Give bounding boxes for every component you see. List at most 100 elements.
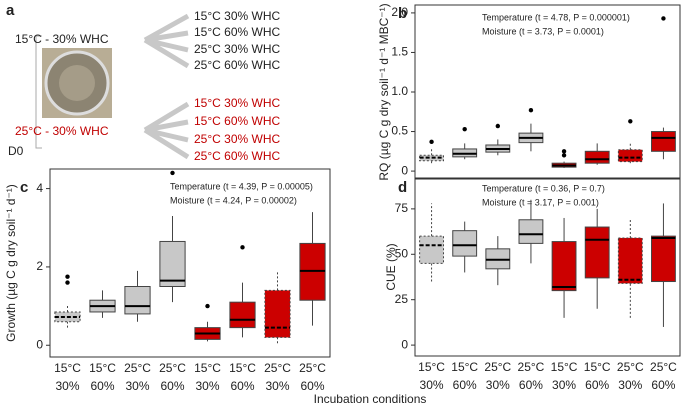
target-label: 15°C 30% WHC bbox=[194, 96, 280, 110]
outlier bbox=[170, 170, 175, 176]
box bbox=[551, 241, 577, 292]
panel-label: b bbox=[398, 5, 407, 22]
x-tick-label: 15°C bbox=[194, 361, 221, 375]
arrow-group bbox=[143, 13, 190, 69]
outlier bbox=[462, 126, 467, 132]
arrows bbox=[143, 13, 190, 160]
target-label: 15°C 30% WHC bbox=[194, 9, 280, 23]
x-tick-label: 25°C bbox=[264, 361, 291, 375]
outlier bbox=[240, 245, 245, 250]
y-tick-label: 75 bbox=[395, 201, 409, 215]
box bbox=[229, 301, 256, 329]
x-tick-label: 30% bbox=[125, 379, 149, 393]
x-tick-label: 30% bbox=[552, 378, 576, 392]
x-axis-label: Incubation conditions bbox=[314, 392, 427, 406]
box bbox=[651, 131, 676, 152]
box bbox=[584, 226, 610, 279]
box bbox=[518, 219, 544, 244]
outlier bbox=[429, 139, 434, 145]
x-tick-label: 15°C bbox=[229, 361, 256, 375]
outlier bbox=[65, 274, 70, 279]
y-tick-label: 0 bbox=[401, 163, 408, 177]
y-axis-label: Growth (µg C g dry soil⁻¹ d⁻¹) bbox=[4, 184, 18, 342]
outlier bbox=[561, 149, 567, 154]
x-tick-label: 60% bbox=[300, 379, 324, 393]
x-tick-label: 30% bbox=[195, 379, 219, 393]
annotation: Temperature (t = 0.36, P = 0.7) bbox=[482, 183, 605, 193]
x-tick-label: 60% bbox=[585, 378, 609, 392]
x-tick-label: 60% bbox=[453, 378, 477, 392]
x-tick-label: 25°C bbox=[650, 360, 677, 374]
box bbox=[452, 230, 478, 257]
x-tick-label: 15°C bbox=[89, 361, 116, 375]
target-label: 25°C 30% WHC bbox=[194, 42, 280, 56]
target-label: 25°C 60% WHC bbox=[194, 58, 280, 72]
target-label: 25°C 60% WHC bbox=[194, 149, 280, 163]
outlier bbox=[561, 153, 567, 158]
x-tick-label: 25°C bbox=[159, 361, 186, 375]
box bbox=[159, 240, 186, 287]
x-tick-label: 60% bbox=[230, 379, 254, 393]
outlier bbox=[205, 303, 210, 309]
box bbox=[584, 150, 610, 164]
box bbox=[651, 235, 676, 283]
outlier bbox=[65, 280, 70, 285]
outlier bbox=[628, 119, 633, 124]
y-tick-label: 0 bbox=[36, 337, 43, 351]
x-tick-label: 15°C bbox=[451, 360, 478, 374]
x-tick-label: 60% bbox=[519, 378, 543, 392]
panel-label: d bbox=[398, 179, 407, 196]
x-tick-label: 60% bbox=[651, 378, 675, 392]
box bbox=[617, 237, 643, 284]
x-tick-label: 15°C bbox=[418, 360, 445, 374]
target-label: 15°C 60% WHC bbox=[194, 114, 280, 128]
x-tick-label: 25°C bbox=[484, 360, 511, 374]
outlier bbox=[495, 123, 501, 129]
y-axis-label: CUE (%) bbox=[384, 243, 398, 290]
y-tick-label: 4 bbox=[36, 181, 43, 195]
x-tick-label: 15°C bbox=[584, 360, 611, 374]
bracket bbox=[35, 35, 42, 149]
plot-frame bbox=[49, 168, 331, 358]
start-label: D0 bbox=[8, 144, 24, 158]
x-tick-label: 25°C bbox=[617, 360, 644, 374]
outlier bbox=[661, 16, 666, 21]
box bbox=[617, 149, 643, 163]
y-tick-label: 0 bbox=[401, 337, 408, 351]
x-tick-label: 30% bbox=[486, 378, 510, 392]
annotation: Temperature (t = 4.39, P = 0.00005) bbox=[170, 181, 313, 191]
y-tick-label: 2.0 bbox=[391, 5, 408, 19]
x-tick-label: 30% bbox=[55, 379, 79, 393]
plot-frame bbox=[414, 177, 681, 357]
x-tick-label: 60% bbox=[160, 379, 184, 393]
y-tick-label: 2 bbox=[36, 259, 43, 273]
y-tick-label: 1.0 bbox=[391, 84, 408, 98]
y-tick-label: 50 bbox=[395, 246, 409, 260]
x-tick-label: 15°C bbox=[54, 361, 81, 375]
x-tick-label: 30% bbox=[420, 378, 444, 392]
arrow-group bbox=[143, 101, 190, 160]
y-tick-label: 0.5 bbox=[391, 124, 408, 138]
y-axis-label: RQ (µg C g dry soil⁻¹ d⁻¹ MBC⁻¹) bbox=[377, 3, 391, 180]
target-label: 25°C 30% WHC bbox=[194, 132, 280, 146]
box bbox=[419, 235, 444, 264]
target-label: 15°C 60% WHC bbox=[194, 25, 280, 39]
box bbox=[264, 289, 291, 338]
y-tick-label: 1.5 bbox=[391, 45, 408, 59]
annotation: Moisture (t = 3.73, P = 0.0001) bbox=[482, 26, 604, 36]
source-label: 25°C - 30% WHC bbox=[15, 124, 109, 138]
annotation: Moisture (t = 3.17, P = 0.001) bbox=[482, 197, 599, 207]
x-tick-label: 25°C bbox=[299, 361, 326, 375]
panel-label: c bbox=[20, 179, 28, 196]
x-tick-label: 25°C bbox=[124, 361, 151, 375]
annotation: Moisture (t = 4.24, P = 0.00002) bbox=[170, 195, 297, 205]
annotation: Temperature (t = 4.78, P = 0.000001) bbox=[482, 12, 630, 22]
x-tick-label: 25°C bbox=[518, 360, 545, 374]
x-tick-label: 60% bbox=[90, 379, 114, 393]
panel-label: a bbox=[6, 2, 15, 19]
box bbox=[124, 286, 151, 315]
x-tick-label: 30% bbox=[618, 378, 642, 392]
outlier bbox=[528, 107, 534, 113]
jar-soil-detail bbox=[59, 65, 95, 101]
